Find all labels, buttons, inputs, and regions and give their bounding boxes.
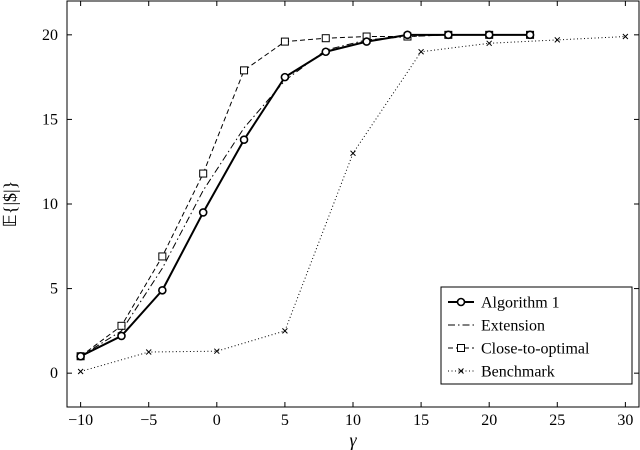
data-point-algorithm-1 [525, 30, 535, 40]
legend-marker [456, 297, 466, 307]
data-point-benchmark [145, 349, 152, 355]
series-layer [76, 30, 629, 375]
series-algorithm-1 [76, 30, 535, 361]
data-point-benchmark [213, 348, 220, 355]
data-point-algorithm-1 [239, 135, 249, 145]
x-tick-label: 10 [345, 412, 361, 429]
data-point-benchmark [282, 328, 288, 334]
legend-box [440, 286, 633, 385]
data-point-algorithm-1 [117, 331, 126, 341]
y-tick-label: 20 [42, 27, 58, 44]
y-tick-label: 10 [42, 196, 58, 213]
data-point-algorithm-1 [321, 47, 331, 57]
legend-marker [457, 344, 465, 352]
legend-item-close-to-optimal: Close-to-optimal [448, 341, 590, 358]
legend-item-benchmark: Benchmark [448, 364, 555, 381]
data-point-benchmark [350, 150, 356, 157]
axis-ticks: −10 −5 0 5 10 15 20 25 30 0 5 10 15 20 [42, 1, 639, 429]
x-tick-label: −10 [68, 412, 93, 429]
legend: Algorithm 1 Extension Close-to-optimal Benc… [440, 286, 633, 385]
data-point-algorithm-1 [76, 351, 85, 361]
data-point-algorithm-1 [403, 30, 412, 40]
data-point-benchmark [554, 37, 561, 43]
y-tick-label: 0 [50, 365, 58, 382]
series-benchmark [77, 33, 629, 375]
data-point-algorithm-1 [280, 72, 290, 82]
x-tick-label: 25 [549, 412, 565, 429]
data-point-close-to-optimal [321, 34, 330, 43]
data-point-algorithm-1 [362, 37, 371, 46]
data-point-algorithm-1 [158, 285, 167, 295]
data-point-benchmark [418, 48, 424, 55]
x-tick-label: −5 [140, 412, 157, 429]
data-point-algorithm-1 [198, 208, 208, 217]
x-tick-label: 20 [481, 412, 497, 429]
legend-label: Close-to-optimal [481, 341, 590, 358]
x-tick-label: 15 [413, 412, 429, 429]
y-tick-label: 5 [50, 281, 58, 298]
x-tick-label: 5 [281, 412, 289, 429]
data-point-close-to-optimal [199, 169, 208, 178]
data-point-close-to-optimal [117, 321, 126, 330]
x-axis-label: γ [349, 430, 357, 450]
legend-marker [458, 368, 464, 374]
legend-label: Extension [481, 318, 545, 335]
data-point-close-to-optimal [240, 66, 249, 75]
x-tick-label: 30 [617, 412, 633, 429]
data-point-benchmark [486, 40, 493, 47]
x-tick-label: 0 [213, 412, 221, 429]
y-tick-label: 15 [42, 111, 58, 128]
data-point-algorithm-1 [484, 30, 494, 40]
data-point-benchmark [77, 368, 84, 375]
data-point-benchmark [622, 33, 629, 40]
legend-label: Benchmark [481, 364, 555, 381]
data-point-close-to-optimal [280, 37, 289, 46]
data-point-close-to-optimal [158, 252, 167, 261]
legend-item-extension: Extension [448, 318, 545, 335]
y-axis-label: 𝔼{|$|} [0, 181, 20, 228]
legend-label: Algorithm 1 [481, 295, 560, 312]
legend-item-algorithm-1: Algorithm 1 [448, 295, 560, 312]
series-line-algorithm-1 [80, 33, 531, 358]
data-point-algorithm-1 [444, 30, 453, 40]
